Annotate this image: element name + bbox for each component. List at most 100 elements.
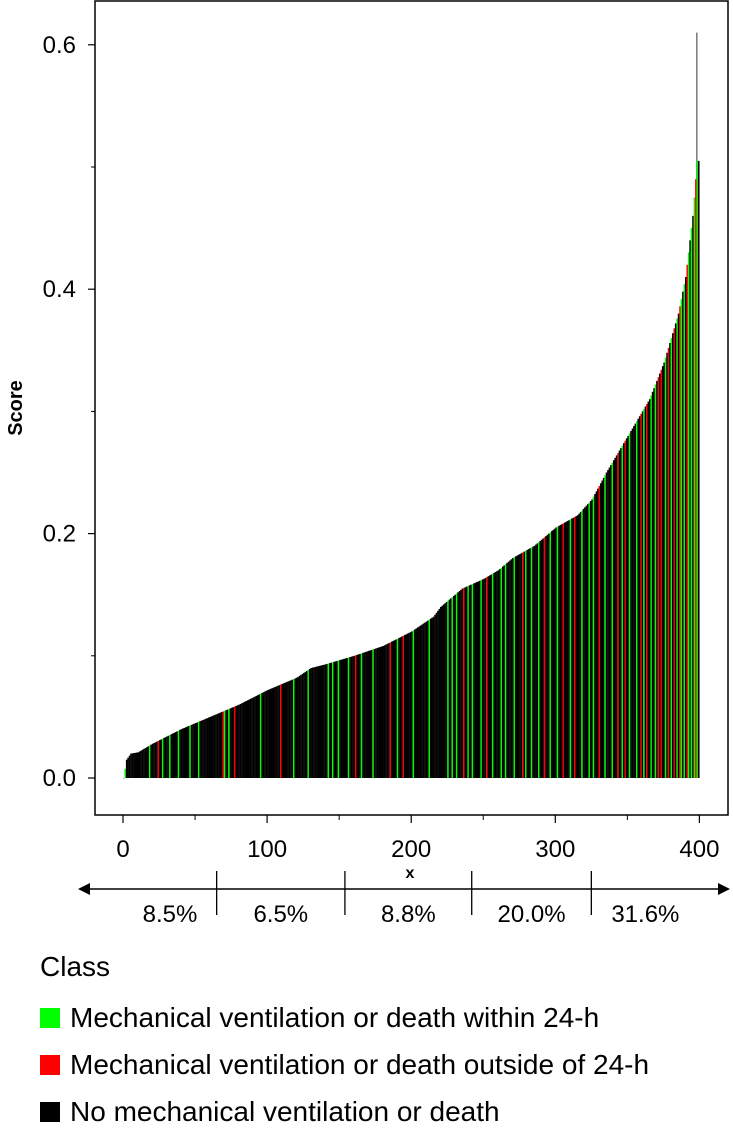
bar-none [438,608,441,778]
bar-none [408,632,410,778]
bar-none [146,747,148,778]
bar-none [506,562,508,778]
bar-none [571,518,573,778]
bar-within-24h [592,496,595,778]
bar-none [653,388,655,778]
bar-none [441,605,444,778]
bar-none [316,666,318,778]
bar-none [180,729,183,778]
bar-none [304,671,307,778]
bar-within-24h [148,745,151,778]
bar-none [614,457,616,778]
bar-none [405,634,408,778]
bar-none [490,574,493,778]
bar-none [663,362,665,778]
bar-none [630,430,632,778]
bar-none [137,752,140,778]
bar-within-24h [676,318,678,778]
bar-none [386,643,389,778]
bar-none [375,648,377,778]
y-tick-label: 0.4 [43,276,76,303]
bar-none [383,645,386,778]
bar-none [487,576,490,778]
bar-outside-24h [679,306,681,778]
bar-none [218,713,220,778]
red-swatch [40,1054,60,1075]
bar-within-24h [611,462,614,778]
bar-none [236,705,239,778]
range-arrow-left-head [78,883,90,895]
bar-none [171,733,174,778]
bar-within-24h [556,526,559,778]
bar-outside-24h [598,485,601,778]
bar-none [192,724,194,778]
bar-none [313,667,315,778]
bar-outside-24h [646,404,648,778]
bar-none [252,697,255,778]
bar-outside-24h [695,179,697,779]
bar-none [336,660,338,778]
bar-none [245,701,248,778]
bar-none [539,540,542,778]
bar-none [692,215,694,778]
bar-within-24h [513,557,516,778]
bar-none [625,438,628,778]
black-swatch [40,1101,60,1122]
bar-none [465,586,468,778]
bar-none [203,719,206,778]
bar-none [421,624,423,778]
bar-none [339,660,341,778]
bar-none [434,614,436,778]
bar-none [349,657,351,778]
bar-within-24h [696,160,699,778]
bar-none [323,664,325,778]
bar-none [563,522,566,778]
bar-none [356,654,359,778]
bar-within-24h [581,510,583,778]
bar-none [388,643,390,778]
bar-none [454,594,457,778]
bar-none [380,646,383,778]
bar-none [232,707,235,778]
bar-none [440,606,442,778]
bar-none [373,648,376,778]
bar-none [182,728,184,778]
bar-none [239,703,242,778]
bar-none [184,727,187,778]
bar-none [403,635,406,778]
bar-none [597,488,599,778]
bar-none [468,585,471,778]
bar-none [350,656,353,778]
bar-within-24h [500,567,503,778]
bar-none [599,483,602,778]
bar-within-24h [491,573,494,778]
bar-none [135,752,138,778]
range-label: 6.5% [253,901,308,928]
bar-none [568,520,570,778]
bar-none [212,715,214,778]
bar-none [648,399,651,778]
bar-none [424,622,426,778]
bar-none [167,735,170,778]
bar-none [370,649,373,778]
bar-none [359,653,361,778]
bar-none [244,701,246,778]
bar-none [366,651,369,778]
bar-none [499,569,501,778]
bar-within-24h [347,657,350,778]
bar-none [352,656,354,778]
bar-none [558,525,560,778]
bar-none [595,491,598,778]
y-axis: 0.0 0.2 0.4 0.6 [43,32,95,792]
bar-within-24h [604,475,606,778]
bar-none [365,651,367,778]
range-label: 8.5% [143,901,198,928]
green-swatch [40,1007,60,1028]
legend-item-within-24h: Mechanical ventilation or death within 2… [40,994,649,1041]
legend-label-outside-24h: Mechanical ventilation or death outside … [70,1048,650,1080]
range-label: 20.0% [497,901,565,928]
bar-none [144,748,147,778]
bar-none [303,672,305,778]
legend: Class Mechanical ventilation or death wi… [40,948,649,1135]
bar-none [164,737,167,778]
